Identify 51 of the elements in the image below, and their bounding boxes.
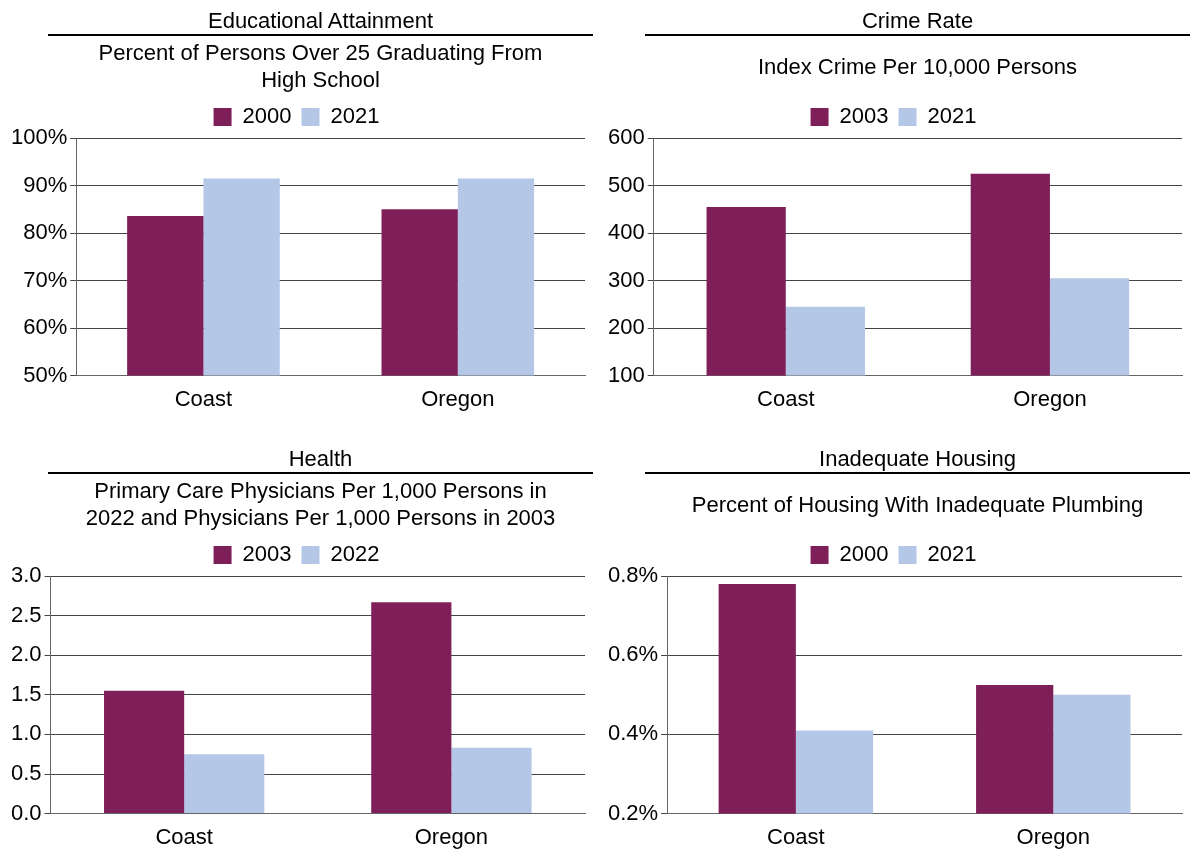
legend-label: 2021 xyxy=(330,103,380,129)
y-tick-label: 1.5 xyxy=(10,680,42,706)
bar xyxy=(451,747,532,814)
y-tick-label: 100 xyxy=(607,361,645,387)
chart-subtitle: Primary Care Physicians Per 1,000 Persons in 2022 and Physicians Per 1,000 Persons in 2003 xyxy=(85,477,556,531)
y-tick-label: 2.5 xyxy=(10,601,42,627)
y-tick-label: 60% xyxy=(23,314,68,340)
chart-title: Crime Rate xyxy=(645,8,1190,36)
y-tick-label: 0.5 xyxy=(10,760,42,786)
chart-title: Inadequate Housing xyxy=(645,446,1190,474)
chart-subtitle: Percent of Persons Over 25 Graduating From High School xyxy=(97,39,544,93)
x-tick-label: Coast xyxy=(174,385,233,411)
y-tick-label: 0.8% xyxy=(607,562,659,588)
bar xyxy=(184,754,265,814)
y-tick-label: 0.0 xyxy=(10,799,42,825)
y-tick-label: 500 xyxy=(607,171,645,197)
y-tick-label: 100% xyxy=(10,124,68,150)
bar xyxy=(371,602,452,814)
y-tick-label: 200 xyxy=(607,314,645,340)
y-tick-label: 2.0 xyxy=(10,641,42,667)
y-tick-label: 3.0 xyxy=(10,562,42,588)
legend-label: 2003 xyxy=(839,103,889,129)
y-tick-label: 600 xyxy=(607,124,645,150)
legend-label: 2022 xyxy=(330,541,380,567)
legend-label: 2003 xyxy=(242,541,292,567)
legend-label: 2000 xyxy=(839,541,889,567)
y-tick-label: 80% xyxy=(23,219,68,245)
y-tick-label: 70% xyxy=(23,266,68,292)
y-tick-label: 0.2% xyxy=(607,799,659,825)
x-tick-label: Oregon xyxy=(414,823,489,849)
bar xyxy=(104,690,185,814)
y-tick-label: 0.4% xyxy=(607,720,659,746)
y-tick-label: 0.6% xyxy=(607,641,659,667)
legend-label: 2021 xyxy=(927,541,977,567)
chart-subtitle: Percent of Housing With Inadequate Plumbing xyxy=(691,490,1144,518)
x-tick-label: Oregon xyxy=(421,385,495,411)
chart-subtitle: Index Crime Per 10,000 Persons xyxy=(757,52,1078,80)
y-tick-label: 1.0 xyxy=(10,720,42,746)
chart-title: Educational Attainment xyxy=(48,8,593,36)
legend-label: 2000 xyxy=(242,103,292,129)
legend-label: 2021 xyxy=(927,103,977,129)
x-tick-label: Coast xyxy=(757,385,815,411)
x-tick-label: Oregon xyxy=(1016,823,1090,849)
x-tick-label: Oregon xyxy=(1013,385,1087,411)
x-tick-label: Coast xyxy=(767,823,825,849)
y-tick-label: 400 xyxy=(607,219,645,245)
y-tick-label: 50% xyxy=(23,361,68,387)
y-tick-label: 300 xyxy=(607,266,645,292)
y-tick-label: 90% xyxy=(23,171,68,197)
x-tick-label: Coast xyxy=(155,823,213,849)
chart-title: Health xyxy=(48,446,593,474)
